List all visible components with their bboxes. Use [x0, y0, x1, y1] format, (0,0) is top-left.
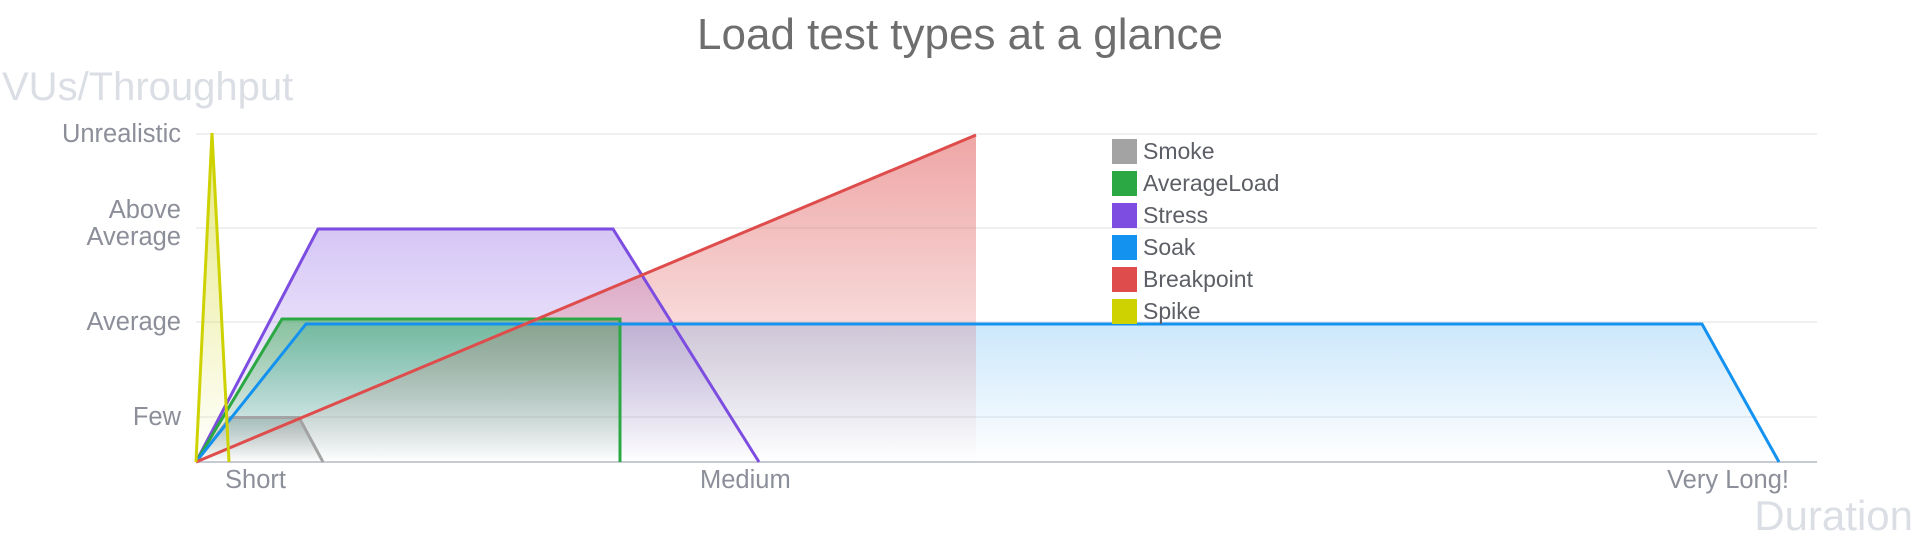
svg-text:Medium: Medium	[700, 466, 791, 494]
svg-text:Soak: Soak	[1143, 234, 1196, 260]
svg-text:Stress: Stress	[1143, 202, 1208, 228]
svg-text:Very Long!: Very Long!	[1667, 466, 1789, 494]
svg-text:Average: Average	[86, 223, 181, 251]
svg-text:Few: Few	[133, 403, 182, 431]
svg-text:Breakpoint: Breakpoint	[1143, 266, 1254, 292]
svg-text:VUs/Throughput: VUs/Throughput	[2, 65, 293, 109]
svg-text:AverageLoad: AverageLoad	[1143, 170, 1279, 196]
svg-text:Spike: Spike	[1143, 298, 1201, 324]
svg-text:Average: Average	[86, 308, 181, 336]
svg-text:Duration: Duration	[1754, 492, 1913, 539]
svg-text:Unrealistic: Unrealistic	[62, 120, 181, 148]
svg-text:Short: Short	[225, 466, 286, 494]
svg-text:Above: Above	[109, 196, 181, 224]
svg-text:Smoke: Smoke	[1143, 138, 1215, 164]
